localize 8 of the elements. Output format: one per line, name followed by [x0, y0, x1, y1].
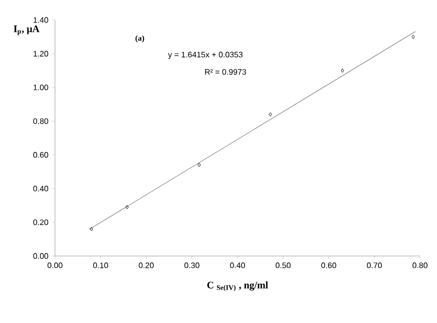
point	[412, 34, 415, 39]
x-axis-title: C $_{Se(IV)}$ , ng/ml	[207, 281, 268, 292]
point	[198, 162, 201, 168]
point	[90, 226, 94, 232]
point	[125, 205, 129, 210]
point	[268, 112, 272, 116]
y-axis-title: I$_{p}$, μA	[14, 26, 40, 36]
point	[340, 68, 344, 73]
